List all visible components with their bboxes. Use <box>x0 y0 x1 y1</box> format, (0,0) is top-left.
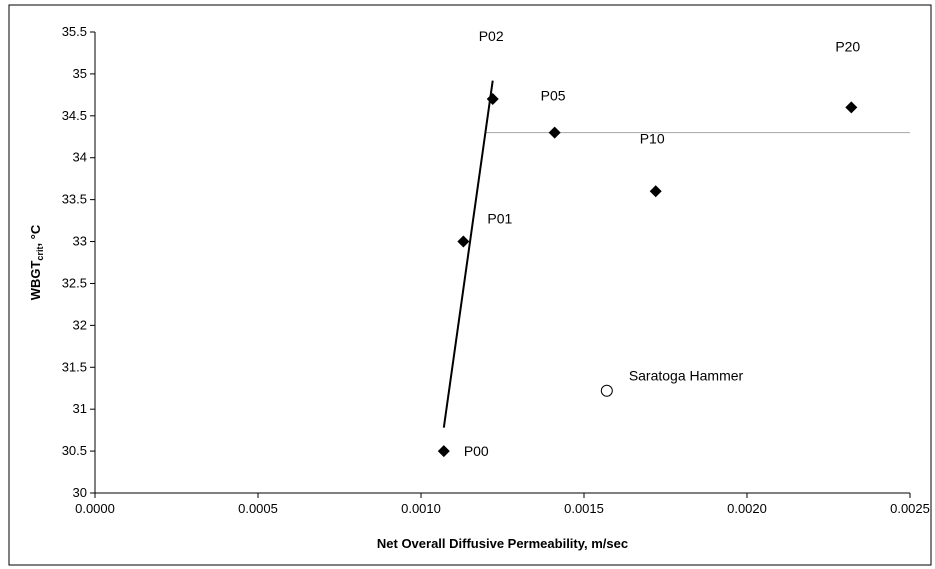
data-point-p05 <box>548 126 561 139</box>
point-label: P20 <box>835 38 860 54</box>
y-tick-label: 34 <box>73 150 87 165</box>
data-point-p02 <box>486 93 499 106</box>
y-tick-label: 31 <box>73 401 87 416</box>
data-point-p10 <box>649 185 662 198</box>
y-tick-label: 33.5 <box>62 192 87 207</box>
data-point-p01 <box>457 235 470 248</box>
x-tick-label: 0.0005 <box>238 501 278 516</box>
y-tick-label: 30.5 <box>62 443 87 458</box>
y-axis-title-subscript: crit <box>35 247 45 261</box>
y-tick-label: 30 <box>73 485 87 500</box>
y-axis-title-unit: , °C <box>28 224 43 246</box>
y-ticks: 30 30.5 31 31.5 32 32.5 33 33.5 34 34.5 35 35.5 <box>62 24 95 500</box>
point-label: P02 <box>479 28 504 44</box>
y-tick-label: 31.5 <box>62 359 87 374</box>
y-tick-label: 34.5 <box>62 108 87 123</box>
x-tick-label: 0.0010 <box>401 501 441 516</box>
point-label: P00 <box>464 443 489 459</box>
x-tick-label: 0.0015 <box>564 501 604 516</box>
point-label: Saratoga Hammer <box>629 368 744 384</box>
y-axis-title-main: WBGT <box>28 261 43 301</box>
data-point-saratoga-hammer <box>600 384 613 397</box>
data-point-p00 <box>437 445 450 458</box>
data-point-p20 <box>845 101 858 114</box>
chart-border <box>8 4 932 566</box>
point-label: P10 <box>640 130 665 146</box>
axes <box>94 32 910 494</box>
data-markers <box>437 93 858 458</box>
point-labels: P00 P01 P02 P05 P10 P20 Saratoga Hammer <box>464 28 861 459</box>
y-axis-title: WBGTcrit, °C <box>28 224 45 300</box>
y-tick-label: 35.5 <box>62 24 87 39</box>
point-label: P01 <box>487 211 512 227</box>
x-tick-label: 0.0020 <box>727 501 767 516</box>
x-tick-label: 0.0000 <box>75 501 115 516</box>
y-tick-label: 35 <box>73 66 87 81</box>
trend-line <box>442 80 494 428</box>
x-ticks: 0.0000 0.0005 0.0010 0.0015 0.0020 0.0025 <box>75 493 930 516</box>
point-label: P05 <box>541 88 566 104</box>
y-tick-label: 32.5 <box>62 275 87 290</box>
x-axis-title: Net Overall Diffusive Permeability, m/se… <box>377 536 628 551</box>
y-tick-label: 32 <box>73 317 87 332</box>
y-tick-label: 33 <box>73 234 87 249</box>
x-tick-label: 0.0025 <box>890 501 930 516</box>
